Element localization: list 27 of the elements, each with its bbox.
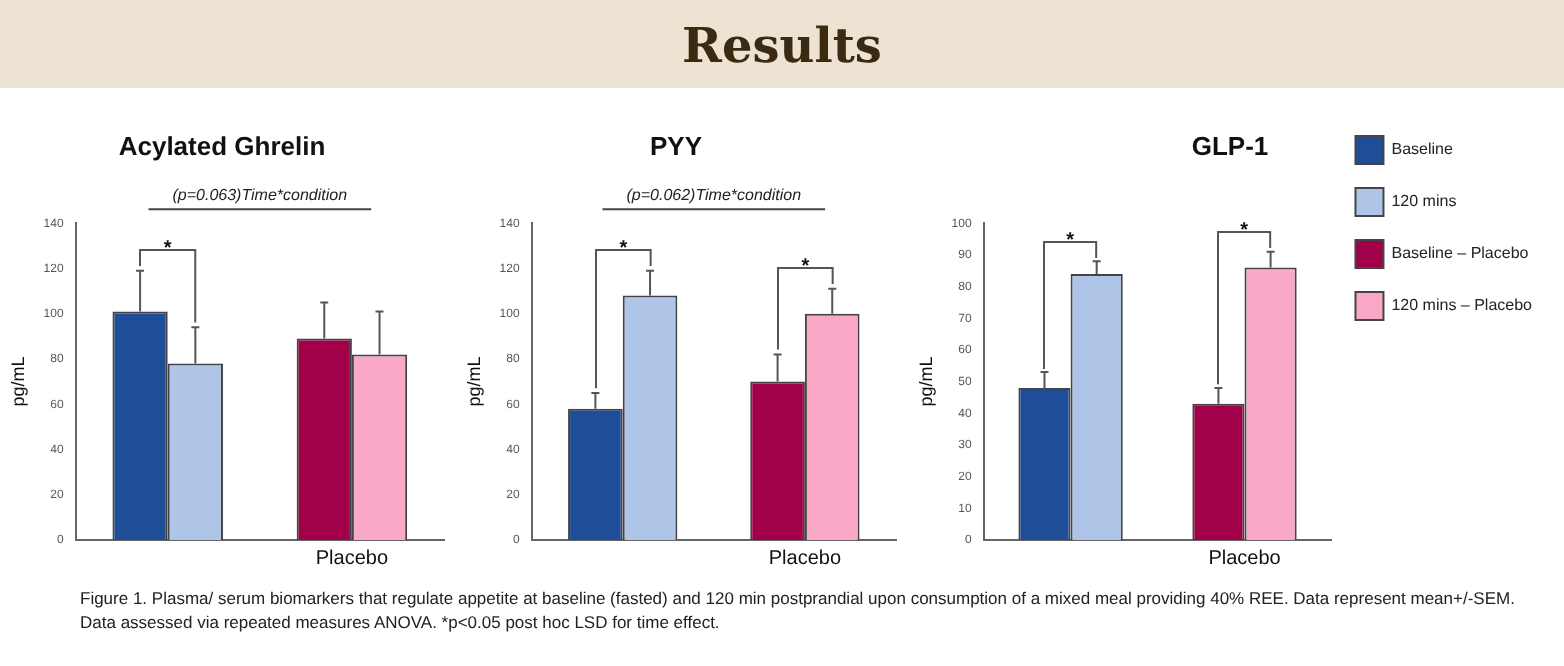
- y-axis-title: pg/mL: [915, 356, 936, 407]
- x-tick-label: Placebo: [1208, 547, 1282, 570]
- annotation: *: [800, 256, 809, 279]
- annotation: *: [1066, 229, 1075, 252]
- chart-title: PYY: [649, 130, 703, 161]
- legend-label: Baseline – Placebo: [1391, 244, 1530, 263]
- significance-bracket: *: [1042, 217, 1099, 369]
- legend-label: 120 mins – Placebo: [1391, 296, 1534, 315]
- significance-bracket: *: [775, 244, 835, 351]
- x-tick-label: Placebo: [768, 547, 842, 570]
- y-axis-title: pg/mL: [463, 356, 484, 407]
- legend-label: Baseline: [1391, 140, 1454, 159]
- caption: Figure 1. Plasma/ serum biomarkers that regulate appetite at baseline (fasted) and 120 min postprandial upon consumption of a mixed meal providing 40% REE. Data represent mean+/-SEM. Data assessed via repeated measures ANOVA. *p<0.05 post hoc LSD for time effect.: [80, 586, 1517, 634]
- significance-bracket: *: [1216, 207, 1273, 384]
- annotation: *: [618, 238, 627, 261]
- x-tick-label: Placebo: [315, 547, 389, 570]
- chart-title: Acylated Ghrelin: [118, 130, 326, 161]
- annotation: *: [163, 238, 172, 261]
- annotation: *: [1240, 219, 1249, 242]
- text: Results: [682, 15, 882, 73]
- chart-title: GLP-1: [1191, 130, 1269, 161]
- legend-label: 120 mins: [1391, 192, 1457, 211]
- significance-bracket: *: [138, 226, 198, 324]
- chart-subtitle: (p=0.063)Time*condition: [172, 185, 349, 204]
- significance-bracket: *: [593, 226, 653, 389]
- chart-subtitle: (p=0.062)Time*condition: [626, 185, 803, 204]
- y-axis-title: pg/mL: [7, 356, 28, 407]
